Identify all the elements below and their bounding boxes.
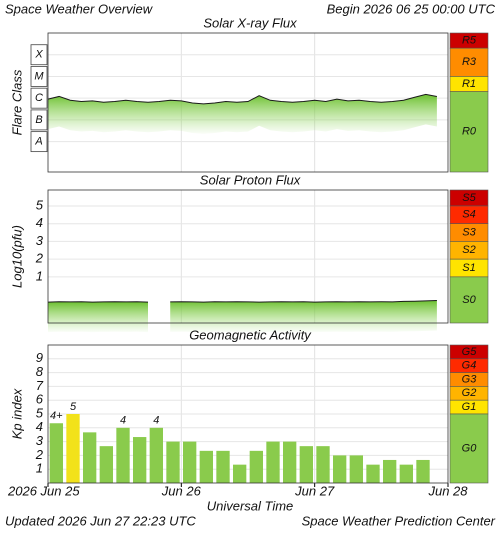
x-axis-label: Universal Time: [207, 498, 294, 513]
y-tick-label: B: [35, 114, 42, 126]
kp-bar: [399, 464, 413, 483]
y-tick-label: 4: [36, 215, 43, 230]
scale-label: G5: [462, 346, 478, 358]
y-axis-label: Flare Class: [9, 69, 24, 135]
kp-bar: [199, 450, 213, 483]
y-tick-label: M: [34, 70, 44, 82]
y-tick-label: 9: [36, 350, 43, 365]
flux-band: [48, 94, 437, 134]
y-tick-label: 1: [36, 268, 43, 283]
scale-label: G1: [462, 401, 477, 413]
kp-bar: [366, 464, 380, 483]
header-title: Space Weather Overview: [5, 1, 154, 16]
kp-bar: [49, 423, 63, 483]
scale-label: R5: [462, 34, 477, 46]
footer-updated: Updated 2026 Jun 27 22:23 UTC: [5, 513, 196, 528]
flux-line: [170, 299, 437, 303]
class-box: [30, 44, 48, 66]
chart-title: Solar X-ray Flux: [203, 15, 297, 30]
scale-label: S4: [462, 209, 475, 221]
y-tick-label: 7: [36, 378, 44, 393]
y-axis-label: Kp index: [9, 388, 24, 439]
chart-title: Solar Proton Flux: [200, 172, 301, 187]
kp-bar: [166, 441, 180, 483]
y-tick-label: 2: [35, 447, 44, 462]
value-label: 4: [120, 415, 126, 427]
class-box: [30, 87, 48, 109]
y-tick-label: 3: [36, 433, 44, 448]
scale-label: S3: [462, 226, 476, 238]
class-box: [30, 66, 48, 87]
plot-frame: [47, 344, 449, 484]
kp-bar: [133, 437, 147, 483]
kp-bar: [333, 455, 347, 483]
kp-bar: [383, 459, 397, 483]
kp-bar: [183, 441, 197, 483]
scale-label: S0: [462, 294, 476, 306]
y-axis-label: Log10(pfu): [9, 225, 24, 288]
scale-band: [449, 413, 489, 484]
kp-bar: [83, 432, 97, 483]
flux-band: [170, 300, 437, 333]
x-tick-label: 2026 Jun 25: [7, 483, 80, 498]
kp-bar: [233, 464, 247, 483]
value-label: 4+: [50, 410, 63, 422]
y-tick-label: 3: [36, 233, 44, 248]
kp-bar: [149, 427, 163, 483]
kp-bar: [99, 446, 113, 483]
value-label: 4: [153, 415, 159, 427]
plot-frame: [47, 32, 449, 173]
scale-label: G0: [462, 442, 478, 454]
y-tick-label: 4: [36, 419, 43, 434]
kp-bar: [349, 455, 363, 483]
scale-band: [449, 47, 489, 77]
scale-band: [449, 91, 489, 173]
y-tick-label: 5: [36, 197, 44, 212]
y-tick-label: 2: [35, 251, 44, 266]
class-box: [30, 109, 48, 131]
class-box: [30, 131, 48, 153]
x-tick-label: Jun 26: [161, 483, 202, 498]
kp-bar: [416, 459, 430, 483]
scale-label: G4: [462, 360, 477, 372]
y-tick-label: 6: [36, 392, 44, 407]
x-tick-label: Jun 28: [427, 483, 468, 498]
scale-label: R1: [462, 78, 476, 90]
kp-bar: [116, 427, 130, 483]
x-tick-label: Jun 27: [294, 483, 335, 498]
scale-band: [449, 276, 489, 324]
scale-label: G3: [462, 373, 478, 385]
y-tick-label: 5: [36, 405, 44, 420]
scale-label: S1: [462, 262, 475, 274]
y-tick-label: A: [34, 136, 42, 148]
plot-frame: [47, 189, 449, 324]
kp-bar: [266, 441, 280, 483]
kp-bar: [66, 414, 80, 483]
plot-area: [48, 190, 448, 323]
scale-label: R0: [462, 126, 477, 138]
value-label: 5: [70, 401, 77, 413]
y-tick-label: X: [34, 49, 43, 61]
scale-label: G2: [462, 387, 477, 399]
flux-line: [47, 93, 437, 105]
kp-bar: [216, 450, 230, 483]
scale-label: S5: [462, 192, 476, 204]
kp-bar: [283, 441, 297, 483]
y-tick-label: C: [35, 92, 43, 104]
header-begin: Begin 2026 06 25 00:00 UTC: [327, 1, 496, 16]
flux-band: [48, 301, 148, 333]
footer-source: Space Weather Prediction Center: [302, 513, 496, 528]
kp-bar: [299, 446, 313, 483]
scale-label: R3: [462, 56, 477, 68]
y-tick-label: 1: [36, 461, 43, 476]
y-tick-label: 8: [36, 364, 44, 379]
kp-bar: [249, 450, 263, 483]
chart-title: Geomagnetic Activity: [189, 327, 312, 342]
kp-bar: [316, 446, 330, 483]
scale-label: S2: [462, 244, 475, 256]
